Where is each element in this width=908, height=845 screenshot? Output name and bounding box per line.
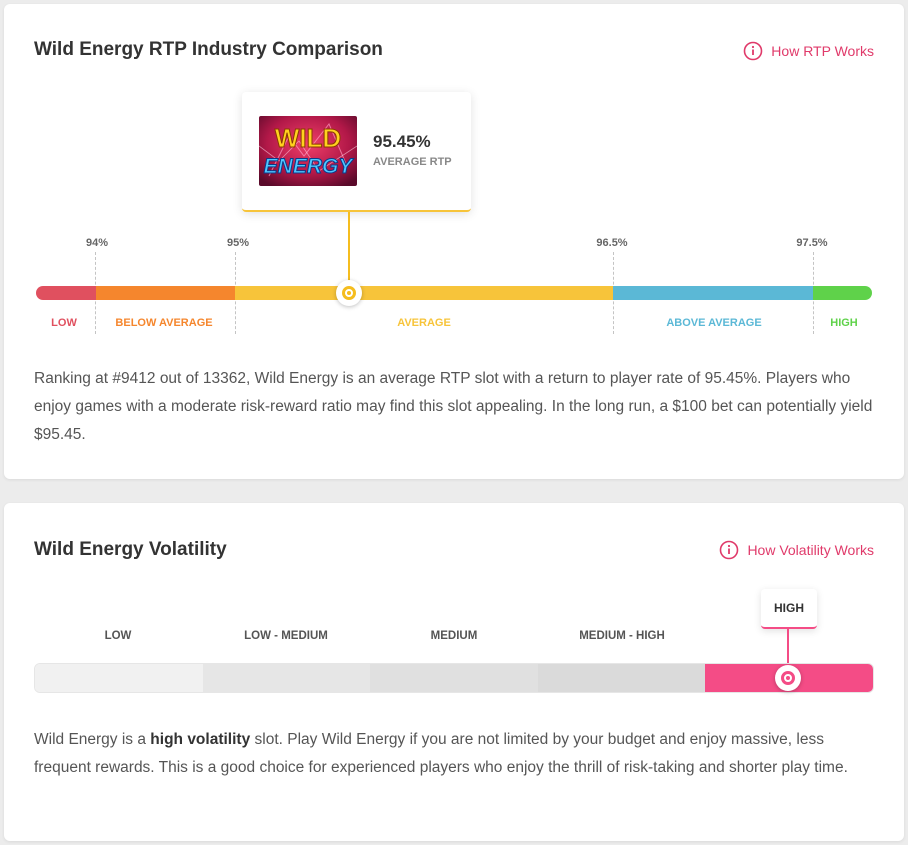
- info-icon: [719, 540, 739, 560]
- game-rtp-label: AVERAGE RTP: [373, 156, 452, 168]
- volatility-segment-low-medium: [202, 664, 371, 692]
- volatility-level-label: LOW: [104, 630, 132, 642]
- tick-label: 94%: [85, 237, 109, 249]
- rtp-zone-low: [36, 286, 96, 300]
- rtp-marker-connector: [348, 212, 350, 286]
- volatility-segment-low: [35, 664, 203, 692]
- volatility-description-suffix: slot. Play Wild Energy if you are not li…: [34, 731, 848, 776]
- volatility-card: Wild Energy Volatility How Volatility Wo…: [4, 503, 904, 841]
- rtp-zone-high: [813, 286, 872, 300]
- rtp-zone-below-average: [96, 286, 235, 300]
- game-rtp-value: 95.45%: [373, 132, 431, 151]
- tick-label: 97.5%: [796, 237, 828, 249]
- zone-label-above-average: ABOVE AVERAGE: [666, 317, 762, 329]
- volatility-level-label: MEDIUM: [430, 630, 478, 642]
- volatility-selected-tag: HIGH: [761, 589, 817, 629]
- volatility-segment-medium-high: [537, 664, 706, 692]
- volatility-level-label: MEDIUM - HIGH: [579, 630, 665, 642]
- rtp-position-marker: [336, 280, 362, 306]
- rtp-section-title: Wild Energy RTP Industry Comparison: [34, 39, 383, 60]
- game-rtp-popup: WILD ENERGY 95.45% AVERAGE RTP: [242, 92, 471, 212]
- volatility-description-prefix: Wild Energy is a: [34, 731, 151, 748]
- volatility-marker-connector: [787, 629, 789, 665]
- rtp-zone-above-average: [613, 286, 813, 300]
- rtp-scale-bar: [36, 286, 872, 300]
- tick-label: 96.5%: [596, 237, 628, 249]
- thumbnail-title-line2: ENERGY: [264, 155, 355, 178]
- volatility-description-highlight: high volatility: [150, 731, 251, 748]
- how-rtp-works-link[interactable]: How RTP Works: [743, 41, 874, 61]
- how-volatility-works-link[interactable]: How Volatility Works: [719, 540, 874, 560]
- rtp-zone-average: [235, 286, 613, 300]
- rtp-description: Ranking at #9412 out of 13362, Wild Ener…: [34, 370, 873, 443]
- volatility-segment-medium: [370, 664, 538, 692]
- how-volatility-works-label: How Volatility Works: [747, 542, 874, 558]
- thumbnail-title-line1: WILD: [275, 123, 341, 153]
- volatility-level-label: LOW - MEDIUM: [244, 630, 328, 642]
- zone-label-below-average: BELOW AVERAGE: [115, 317, 213, 329]
- how-rtp-works-label: How RTP Works: [771, 43, 874, 59]
- volatility-position-marker: [775, 665, 801, 691]
- info-icon: [743, 41, 763, 61]
- rtp-comparison-card: Wild Energy RTP Industry Comparison How …: [4, 4, 904, 479]
- tick-label: 95%: [226, 237, 250, 249]
- zone-label-high: HIGH: [830, 317, 858, 329]
- volatility-scale-bar: [34, 663, 874, 693]
- volatility-section-title: Wild Energy Volatility: [34, 539, 227, 560]
- game-thumbnail[interactable]: WILD ENERGY: [259, 116, 357, 186]
- zone-label-average: AVERAGE: [397, 317, 451, 329]
- volatility-description: Wild Energy is a high volatility slot. P…: [34, 726, 874, 782]
- zone-label-low: LOW: [51, 317, 77, 329]
